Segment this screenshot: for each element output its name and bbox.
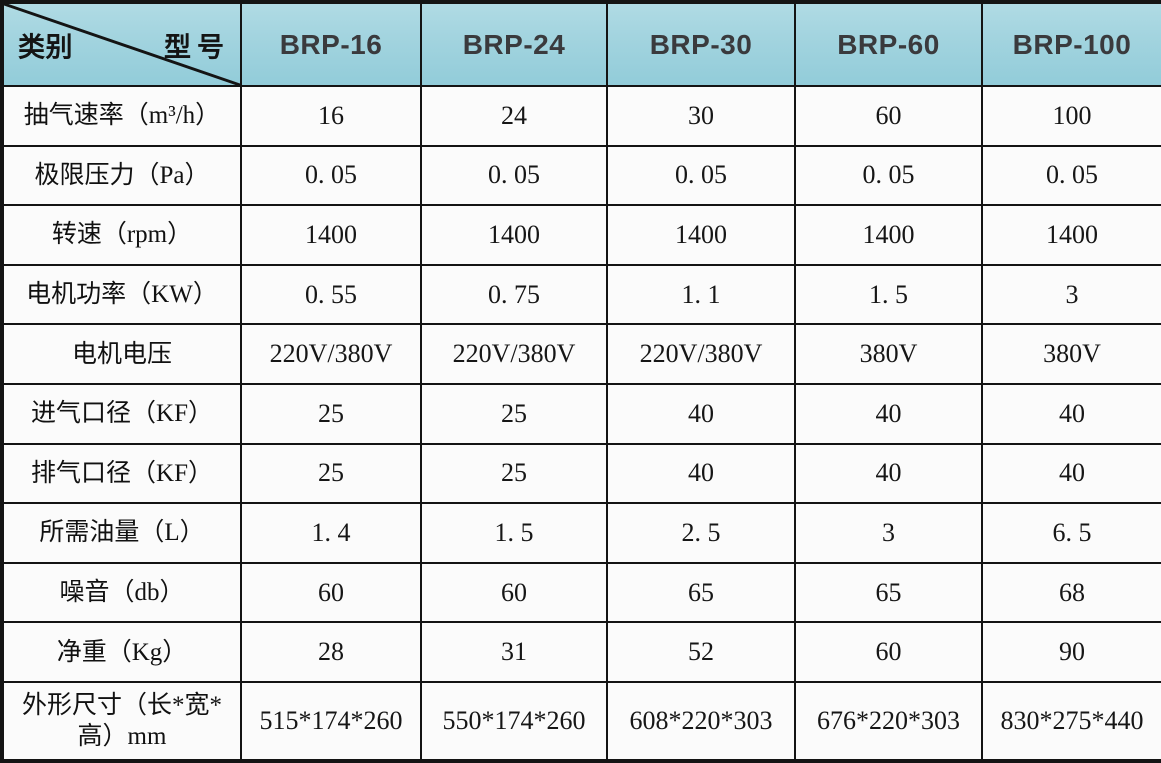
spec-cell: 0. 05 xyxy=(420,144,608,207)
corner-model-label: 型号 xyxy=(164,32,230,62)
spec-cell: 6. 5 xyxy=(981,502,1161,564)
column-header-brp100: BRP-100 xyxy=(981,1,1161,87)
table-row-motor-power: 电机功率（KW） 0. 55 0. 75 1. 1 1. 5 3 xyxy=(1,263,1161,326)
spec-cell: 25 xyxy=(240,383,422,445)
row-label: 所需油量（L） xyxy=(1,502,242,564)
spec-cell: 608*220*303 xyxy=(606,681,796,762)
row-label: 净重（Kg） xyxy=(1,621,242,684)
header-row: 类别 型号 BRP-16 BRP-24 BRP-30 BRP-60 BRP-10… xyxy=(1,1,1161,87)
spec-cell: 380V xyxy=(794,323,983,386)
spec-cell: 60 xyxy=(794,621,983,684)
spec-cell: 25 xyxy=(240,442,422,505)
spec-cell: 1400 xyxy=(606,204,796,266)
row-label: 排气口径（KF） xyxy=(1,442,242,505)
spec-cell: 220V/380V xyxy=(606,323,796,386)
table-row-inlet-diameter: 进气口径（KF） 25 25 40 40 40 xyxy=(1,383,1161,445)
spec-cell: 0. 05 xyxy=(794,144,983,207)
spec-cell: 16 xyxy=(240,85,422,147)
row-label: 抽气速率（m³/h） xyxy=(1,85,242,147)
spec-cell: 40 xyxy=(981,442,1161,505)
spec-cell: 40 xyxy=(794,383,983,445)
spec-cell: 68 xyxy=(981,561,1161,624)
spec-cell: 25 xyxy=(420,383,608,445)
spec-cell: 2. 5 xyxy=(606,502,796,564)
table-row-dimensions: 外形尺寸（长*宽*高）mm 515*174*260 550*174*260 60… xyxy=(1,681,1161,762)
spec-cell: 380V xyxy=(981,323,1161,386)
row-label: 电机功率（KW） xyxy=(1,263,242,326)
spec-cell: 3 xyxy=(794,502,983,564)
spec-cell: 40 xyxy=(794,442,983,505)
spec-cell: 830*275*440 xyxy=(981,681,1161,762)
spec-cell: 1400 xyxy=(420,204,608,266)
spec-cell: 90 xyxy=(981,621,1161,684)
spec-cell: 550*174*260 xyxy=(420,681,608,762)
spec-cell: 676*220*303 xyxy=(794,681,983,762)
spec-cell: 515*174*260 xyxy=(240,681,422,762)
spec-cell: 220V/380V xyxy=(420,323,608,386)
spec-cell: 60 xyxy=(794,85,983,147)
spec-cell: 65 xyxy=(606,561,796,624)
spec-cell: 40 xyxy=(606,442,796,505)
spec-cell: 1400 xyxy=(981,204,1161,266)
spec-cell: 1. 4 xyxy=(240,502,422,564)
spec-cell: 0. 55 xyxy=(240,263,422,326)
column-header-brp16: BRP-16 xyxy=(240,1,422,87)
row-label: 外形尺寸（长*宽*高）mm xyxy=(1,681,242,762)
column-header-brp60: BRP-60 xyxy=(794,1,983,87)
row-label: 转速（rpm） xyxy=(1,204,242,266)
row-label: 进气口径（KF） xyxy=(1,383,242,445)
table-row-noise: 噪音（db） 60 60 65 65 68 xyxy=(1,561,1161,624)
spec-cell: 24 xyxy=(420,85,608,147)
spec-cell: 60 xyxy=(420,561,608,624)
spec-cell: 1. 5 xyxy=(794,263,983,326)
diagonal-line xyxy=(4,4,239,84)
spec-cell: 1400 xyxy=(240,204,422,266)
spec-cell: 31 xyxy=(420,621,608,684)
spec-cell: 28 xyxy=(240,621,422,684)
table-row-pumping-speed: 抽气速率（m³/h） 16 24 30 60 100 xyxy=(1,85,1161,147)
spec-cell: 3 xyxy=(981,263,1161,326)
spec-cell: 25 xyxy=(420,442,608,505)
spec-cell: 40 xyxy=(981,383,1161,445)
table-row-rotation-speed: 转速（rpm） 1400 1400 1400 1400 1400 xyxy=(1,204,1161,266)
spec-cell: 0. 75 xyxy=(420,263,608,326)
table-row-oil-capacity: 所需油量（L） 1. 4 1. 5 2. 5 3 6. 5 xyxy=(1,502,1161,564)
spec-cell: 1. 5 xyxy=(420,502,608,564)
table-row-exhaust-diameter: 排气口径（KF） 25 25 40 40 40 xyxy=(1,442,1161,505)
table-row-motor-voltage: 电机电压 220V/380V 220V/380V 220V/380V 380V … xyxy=(1,323,1161,386)
column-header-brp30: BRP-30 xyxy=(606,1,796,87)
table-row-net-weight: 净重（Kg） 28 31 52 60 90 xyxy=(1,621,1161,684)
row-label: 噪音（db） xyxy=(1,561,242,624)
spec-cell: 220V/380V xyxy=(240,323,422,386)
spec-cell: 1. 1 xyxy=(606,263,796,326)
spec-cell: 0. 05 xyxy=(981,144,1161,207)
spec-cell: 30 xyxy=(606,85,796,147)
diagonal-split: 类别 型号 xyxy=(4,4,239,84)
spec-cell: 1400 xyxy=(794,204,983,266)
row-label: 极限压力（Pa） xyxy=(1,144,242,207)
corner-cell: 类别 型号 xyxy=(1,1,242,87)
table-row-ultimate-pressure: 极限压力（Pa） 0. 05 0. 05 0. 05 0. 05 0. 05 xyxy=(1,144,1161,207)
spec-cell: 40 xyxy=(606,383,796,445)
spec-cell: 52 xyxy=(606,621,796,684)
spec-cell: 0. 05 xyxy=(240,144,422,207)
spec-cell: 65 xyxy=(794,561,983,624)
corner-category-label: 类别 xyxy=(18,32,73,62)
spec-cell: 0. 05 xyxy=(606,144,796,207)
spec-cell: 100 xyxy=(981,85,1161,147)
row-label: 电机电压 xyxy=(1,323,242,386)
column-header-brp24: BRP-24 xyxy=(420,1,608,87)
spec-cell: 60 xyxy=(240,561,422,624)
